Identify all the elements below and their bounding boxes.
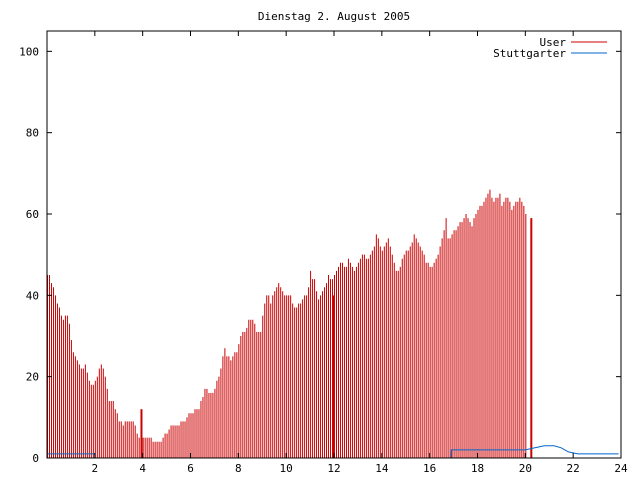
- x-tick-label: 24: [614, 462, 628, 475]
- y-tick-label: 80: [26, 127, 39, 140]
- x-tick-label: 16: [423, 462, 436, 475]
- legend-label-stuttgarter: Stuttgarter: [493, 47, 566, 60]
- y-tick-label: 100: [19, 45, 39, 58]
- x-tick-label: 8: [235, 462, 242, 475]
- x-tick-label: 2: [92, 462, 99, 475]
- y-tick-label: 20: [26, 371, 39, 384]
- x-tick-label: 18: [471, 462, 484, 475]
- x-tick-label: 12: [327, 462, 340, 475]
- y-tick-label: 0: [32, 452, 39, 465]
- x-tick-label: 14: [375, 462, 389, 475]
- x-tick-label: 6: [187, 462, 194, 475]
- user-bars: [47, 189, 533, 458]
- legend-label-user: User: [540, 36, 567, 49]
- x-tick-label: 10: [280, 462, 293, 475]
- x-tick-label: 20: [519, 462, 532, 475]
- x-tick-label: 22: [567, 462, 580, 475]
- legend: User Stuttgarter: [493, 36, 607, 60]
- y-axis: 0 20 40 60 80 100: [19, 45, 621, 465]
- x-axis: 2 4 6 8 10 12 14 16 18 20 22 24: [92, 31, 628, 475]
- y-tick-label: 40: [26, 289, 39, 302]
- y-tick-label: 60: [26, 208, 39, 221]
- x-tick-label: 4: [139, 462, 146, 475]
- chart-title: Dienstag 2. August 2005: [258, 10, 410, 23]
